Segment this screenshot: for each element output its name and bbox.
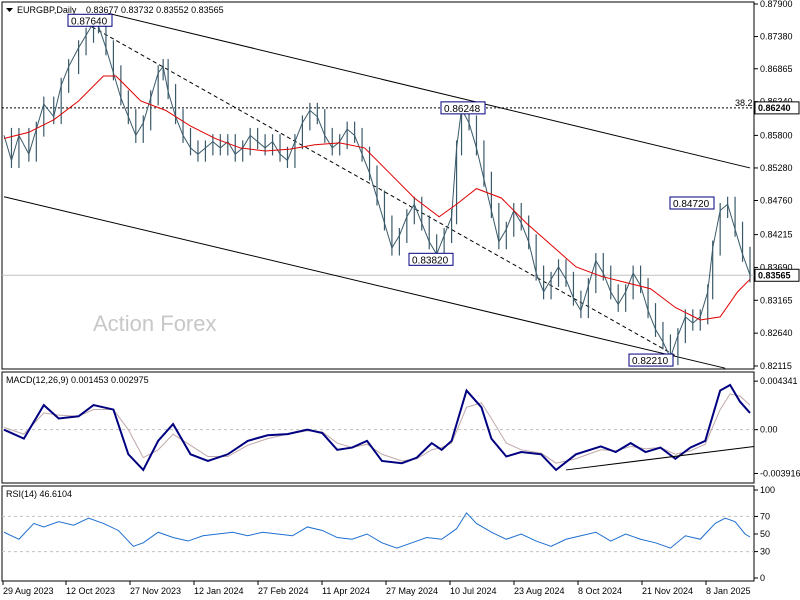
level-price-box xyxy=(754,101,800,115)
price-callout: 0.82210 xyxy=(632,356,669,367)
y-tick-label: 0.85800 xyxy=(760,130,793,140)
price-callout: 0.84720 xyxy=(673,199,710,210)
ohlc-values: 0.83677 0.83732 0.83552 0.83565 xyxy=(86,5,224,15)
y-tick-label: 0.83690 xyxy=(760,262,793,272)
x-tick-label: 27 Feb 2024 xyxy=(258,586,309,596)
channel-upper-line xyxy=(108,12,751,169)
macd-tick-label: 0.004341 xyxy=(760,376,798,386)
current-price-label: 0.83565 xyxy=(758,270,791,280)
price-callout-box xyxy=(67,13,113,27)
x-tick-label: 27 May 2024 xyxy=(386,586,438,596)
macd-panel xyxy=(1,371,755,484)
channel-lower-line xyxy=(3,196,726,369)
x-tick-label: 8 Jan 2025 xyxy=(706,586,751,596)
y-tick-label: 0.87900 xyxy=(760,0,793,9)
price-callout-box xyxy=(669,196,715,210)
y-tick-label: 0.84215 xyxy=(760,230,793,240)
current-price-box xyxy=(754,268,800,282)
rsi-tick-label: 30 xyxy=(760,547,770,557)
watermark: Action Forex xyxy=(93,311,217,336)
rsi-tick-label: 0 xyxy=(760,573,765,583)
chart-title: EURGBP,Daily xyxy=(17,5,77,15)
price-callout: 0.83820 xyxy=(412,255,449,266)
x-tick-label: 8 Oct 2024 xyxy=(578,586,622,596)
y-tick-label: 0.87380 xyxy=(760,32,793,42)
price-callout-box xyxy=(440,101,486,115)
rsi-tick-label: 50 xyxy=(760,529,770,539)
price-panel xyxy=(1,1,755,370)
y-tick-label: 0.85280 xyxy=(760,163,793,173)
rsi-title: RSI(14) 46.6104 xyxy=(6,489,72,499)
fib-level-label: 38.2 xyxy=(735,98,753,108)
y-tick-label: 0.83165 xyxy=(760,295,793,305)
x-tick-label: 11 Apr 2024 xyxy=(322,586,370,596)
dashed-trendline xyxy=(73,16,676,357)
price-callout: 0.87640 xyxy=(71,16,108,27)
x-tick-label: 27 Nov 2023 xyxy=(130,586,181,596)
price-series-line xyxy=(3,22,751,359)
macd-trendline xyxy=(565,445,755,471)
price-callout: 0.86248 xyxy=(444,104,481,115)
rsi-line xyxy=(3,512,751,549)
price-callout-box xyxy=(628,353,674,367)
dropdown-icon[interactable] xyxy=(6,8,13,12)
moving-average-line xyxy=(3,75,751,321)
x-tick-label: 21 Nov 2024 xyxy=(642,586,693,596)
macd-tick-label: 0.00 xyxy=(760,425,778,435)
y-tick-label: 0.86865 xyxy=(760,64,793,74)
level-price-label: 0.86240 xyxy=(758,103,791,113)
macd-tick-label: -0.003916 xyxy=(760,468,800,478)
y-tick-label: 0.82640 xyxy=(760,328,793,338)
x-tick-label: 12 Jan 2024 xyxy=(194,586,244,596)
x-tick-label: 10 Jul 2024 xyxy=(450,586,497,596)
x-tick-label: 29 Aug 2023 xyxy=(3,586,54,596)
rsi-panel xyxy=(1,485,755,582)
y-tick-label: 0.84760 xyxy=(760,195,793,205)
macd-line xyxy=(3,383,751,472)
rsi-tick-label: 100 xyxy=(760,485,775,495)
y-tick-label: 0.82115 xyxy=(760,361,792,371)
x-tick-label: 12 Oct 2023 xyxy=(66,586,115,596)
x-tick-label: 23 Aug 2024 xyxy=(514,586,565,596)
price-callout-box xyxy=(408,252,454,266)
macd-title: MACD(12,26,9) 0.001453 0.002975 xyxy=(6,375,149,385)
rsi-tick-label: 70 xyxy=(760,511,770,521)
